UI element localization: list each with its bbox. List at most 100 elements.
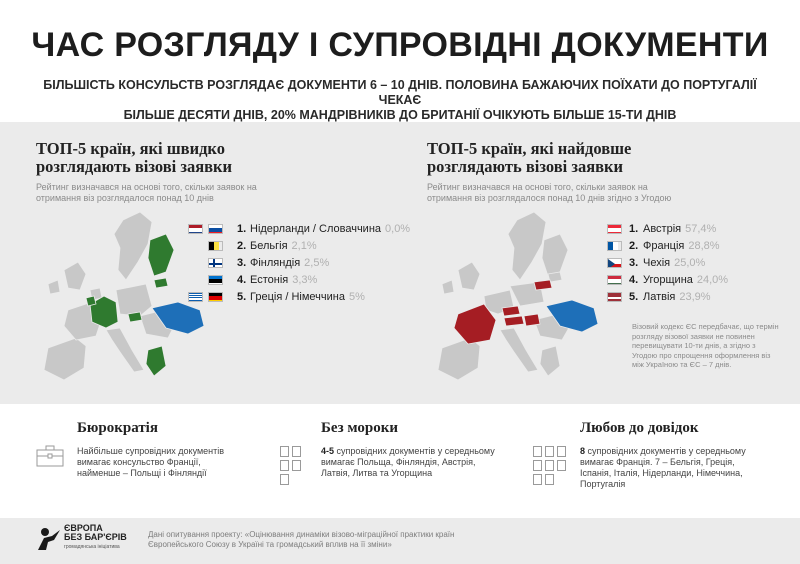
rank-number: 2. bbox=[237, 240, 247, 252]
rank-percent: 2,5% bbox=[304, 257, 330, 269]
card-text: 8 супровідних документів у середньому ви… bbox=[580, 446, 746, 490]
latvia-flag-icon bbox=[607, 292, 622, 302]
fast-rank-item: 4. Естонія 3,3% bbox=[186, 272, 446, 288]
rank-percent: 28,8% bbox=[688, 240, 720, 252]
card-line: вимагає Польща, Фінляндія, Австрія, bbox=[321, 457, 476, 467]
card-line: супровідних документів у середньому bbox=[585, 446, 746, 456]
finland-shape bbox=[541, 233, 569, 277]
rank-country: Нідерланди / Словаччина bbox=[250, 223, 382, 235]
ukraine-shape bbox=[545, 299, 599, 333]
fast-panel-title: ТОП-5 країн, які швидко розглядають візо… bbox=[36, 140, 232, 176]
slow-rank-item: 2. Франція 28,8% bbox=[601, 238, 800, 254]
ukraine-shape bbox=[151, 301, 205, 335]
card-line: Португалія bbox=[580, 479, 626, 489]
poland-shape bbox=[115, 283, 153, 317]
subtitle-line: БІЛЬШІСТЬ КОНСУЛЬСТВ РОЗГЛЯДАЄ ДОКУМЕНТИ… bbox=[43, 78, 757, 107]
uk-shape bbox=[457, 261, 481, 291]
rank-country: Естонія bbox=[250, 274, 289, 286]
rank-country: Угорщина bbox=[643, 274, 693, 286]
footer bbox=[0, 518, 800, 564]
france-flag-icon bbox=[607, 241, 622, 251]
footer-source: Дані опитування проекту: «Оцінювання дин… bbox=[148, 530, 548, 550]
germany-shape bbox=[89, 295, 119, 329]
fast-note-line: Рейтинг визначався на основі того, скіль… bbox=[36, 182, 257, 192]
logo-icon bbox=[38, 528, 60, 550]
greece-shape bbox=[539, 345, 561, 377]
slow-note-line: Рейтинг визначався на основі того, скіль… bbox=[427, 182, 648, 192]
card-bold: 8 bbox=[580, 446, 586, 456]
iberia-shape bbox=[437, 337, 481, 381]
greece-flag-icon bbox=[188, 292, 203, 302]
latvia-shape bbox=[533, 279, 553, 291]
europe-map-fast bbox=[43, 211, 205, 381]
card-heading: Без мороки bbox=[321, 420, 398, 436]
slow-note-line: отримання віз розглядалося понад 10 днів… bbox=[427, 193, 672, 203]
czechia-flag-icon bbox=[607, 258, 622, 268]
card-line: Іспанія, Італія, Нідерланди, Німеччина, bbox=[580, 468, 743, 478]
rank-percent: 2,1% bbox=[291, 240, 317, 252]
fast-title-line: ТОП-5 країн, які швидко bbox=[36, 139, 225, 158]
slow-panel-note: Рейтинг визначався на основі того, скіль… bbox=[427, 182, 671, 204]
briefcase-icon bbox=[36, 445, 64, 467]
germany-flag-icon bbox=[208, 292, 223, 302]
rank-number: 1. bbox=[237, 223, 247, 235]
rank-percent: 3,3% bbox=[292, 274, 318, 286]
netherlands-flag-icon bbox=[188, 224, 203, 234]
italy-shape bbox=[499, 327, 539, 373]
page-subtitle: БІЛЬШІСТЬ КОНСУЛЬСТВ РОЗГЛЯДАЄ ДОКУМЕНТИ… bbox=[30, 78, 770, 123]
header: ЧАС РОЗГЛЯДУ І СУПРОВІДНІ ДОКУМЕНТИ БІЛЬ… bbox=[0, 0, 800, 122]
rank-country: Фінляндія bbox=[250, 257, 301, 269]
slovakia-flag-icon bbox=[208, 224, 223, 234]
europe-map-slow bbox=[437, 211, 599, 381]
slow-panel-title: ТОП-5 країн, які найдовше розглядають ві… bbox=[427, 140, 631, 176]
card-line: Найбільше супровідних документів bbox=[77, 446, 225, 456]
ireland-shape bbox=[47, 279, 61, 295]
footer-line: Дані опитування проекту: «Оцінювання дин… bbox=[148, 530, 455, 539]
card-line: супровідних документів у середньому bbox=[334, 446, 495, 456]
rank-percent: 24,0% bbox=[696, 274, 729, 286]
finland-flag-icon bbox=[208, 258, 223, 268]
estonia-shape bbox=[547, 271, 563, 283]
slow-rank-item: 5. Латвія 23,9% bbox=[601, 289, 800, 305]
card-line: вимагає консульство Франції, bbox=[77, 457, 201, 467]
card-bold: 4-5 bbox=[321, 446, 335, 456]
logo-subtitle: громадянська ініціатива bbox=[64, 544, 120, 550]
slow-rank-item: 3. Чехія 25,0% bbox=[601, 255, 800, 271]
page-title: ЧАС РОЗГЛЯДУ І СУПРОВІДНІ ДОКУМЕНТИ bbox=[31, 26, 769, 64]
rank-number: 5. bbox=[237, 291, 247, 303]
rank-number: 3. bbox=[629, 257, 639, 269]
rank-number: 4. bbox=[629, 274, 639, 286]
slow-title-line: ТОП-5 країн, які найдовше bbox=[427, 139, 632, 158]
rank-country: Бельгія bbox=[250, 240, 288, 252]
rank-percent: 57,4% bbox=[685, 223, 717, 235]
rank-country: Греція / Німеччина bbox=[250, 291, 345, 303]
austria-shape bbox=[503, 315, 525, 327]
subtitle-line: БІЛЬШЕ ДЕСЯТИ ДНІВ, 20% МАНДРІВНИКІВ ДО … bbox=[123, 108, 677, 122]
scandinavia-shape bbox=[113, 211, 153, 281]
visa-code-note: Візовий кодекс ЄС передбачає, що термін … bbox=[632, 322, 779, 369]
slow-title-line: розглядають візові заявки bbox=[427, 157, 624, 176]
card-heading: Бюрократія bbox=[77, 420, 158, 436]
czechia-shape bbox=[501, 305, 521, 317]
card-line: найменше – Польщі і Фінляндії bbox=[77, 468, 207, 478]
logo-line: БЕЗ БАР'ЄРІВ bbox=[64, 532, 127, 542]
greece-shape bbox=[145, 345, 167, 377]
austria-flag-icon bbox=[607, 224, 622, 234]
rank-percent: 25,0% bbox=[674, 257, 706, 269]
ireland-shape bbox=[441, 279, 455, 295]
fast-title-line: розглядають візові заявки bbox=[36, 157, 233, 176]
rank-country: Чехія bbox=[643, 257, 671, 269]
card-text: Найбільше супровідних документів вимагає… bbox=[77, 446, 224, 479]
rank-percent: 0,0% bbox=[385, 223, 411, 235]
slovakia-shape bbox=[127, 311, 143, 323]
fast-rank-item: 3. Фінляндія 2,5% bbox=[186, 255, 446, 271]
rank-number: 3. bbox=[237, 257, 247, 269]
rank-percent: 23,9% bbox=[679, 291, 711, 303]
documents-icon bbox=[280, 446, 301, 485]
rank-country: Австрія bbox=[643, 223, 682, 235]
fast-rank-item: 1. Нідерланди / Словаччина 0,0% bbox=[186, 221, 446, 237]
france-shape bbox=[453, 303, 497, 345]
rank-country: Франція bbox=[643, 240, 685, 252]
fast-rank-item: 2. Бельгія 2,1% bbox=[186, 238, 446, 254]
belgium-flag-icon bbox=[208, 241, 223, 251]
